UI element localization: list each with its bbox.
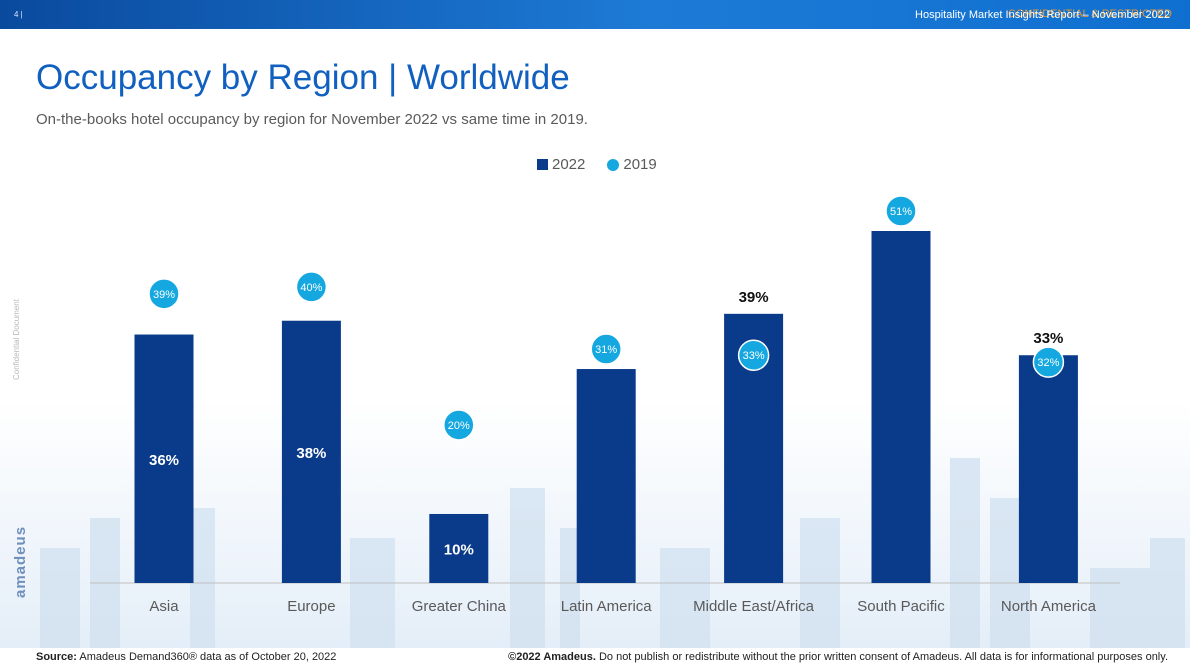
marker-label-2019-latin-america: 31% [595, 344, 617, 356]
copyright-text: Do not publish or redistribute without t… [598, 651, 1168, 663]
copyright-note: ©2022 Amadeus. Do not publish or redistr… [508, 651, 1168, 663]
bar-label-2022-greater-china: 10% [444, 541, 474, 558]
marker-2019-middle-east-africa [737, 339, 770, 371]
marker-label-2019-north-america: 32% [1037, 357, 1059, 369]
marker-2019-north-america [1032, 346, 1065, 378]
bar-2022-north-america [1018, 355, 1078, 583]
confidential-label: CONFIDENTIAL & RESTRICTED [1008, 8, 1172, 20]
bar-2022-asia [134, 334, 194, 583]
bar-label-2022-north-america: 33% [1033, 330, 1063, 347]
page-number: 4 | [14, 10, 23, 19]
bar-label-2022-europe: 38% [296, 445, 326, 462]
marker-2019-europe [295, 271, 328, 303]
source-note: Source: Amadeus Demand360® data as of Oc… [36, 651, 336, 663]
category-label-north-america: North America [1001, 598, 1097, 615]
bar-label-2022-asia: 36% [149, 452, 179, 469]
marker-2019-latin-america [590, 333, 622, 365]
bar-2022-europe [281, 320, 341, 583]
report-label: Hospitality Market Insights Report – Nov… [915, 9, 1170, 21]
marker-label-2019-greater-china: 20% [448, 420, 470, 432]
category-label-greater-china: Greater China [412, 598, 507, 615]
marker-label-2019-europe: 40% [300, 282, 322, 294]
bar-2022-south-pacific [871, 231, 931, 583]
legend-label-2022: 2022 [552, 156, 586, 173]
marker-2019-greater-china [443, 409, 475, 441]
chart-legend: 2022 2019 [537, 156, 657, 173]
marker-2019-south-pacific [885, 195, 917, 227]
source-text: Amadeus Demand360® data as of October 20… [79, 651, 337, 663]
marker-2019-asia [148, 278, 180, 310]
marker-label-2019-south-pacific: 51% [890, 206, 912, 218]
category-label-asia: Asia [149, 598, 179, 615]
copyright-bold: ©2022 Amadeus. [508, 651, 596, 663]
bar-2022-greater-china [429, 513, 489, 583]
marker-label-2019-asia: 39% [153, 289, 175, 301]
category-label-latin-america: Latin America [561, 598, 653, 615]
category-label-middle-east-africa: Middle East/Africa [693, 598, 815, 615]
page-subtitle: On-the-books hotel occupancy by region f… [36, 111, 588, 128]
category-label-europe: Europe [287, 598, 335, 615]
category-label-south-pacific: South Pacific [857, 598, 945, 615]
page-title: Occupancy by Region | Worldwide [36, 58, 570, 97]
bar-label-2022-middle-east-africa: 39% [739, 289, 769, 306]
legend-marker-2019 [607, 158, 620, 171]
legend-label-2019: 2019 [623, 156, 657, 173]
bar-2022-latin-america [576, 369, 636, 583]
marker-label-2019-middle-east-africa: 33% [743, 350, 765, 362]
source-label: Source: [36, 651, 77, 663]
legend-swatch-2022 [537, 159, 548, 170]
header-bar: 4 | CONFIDENTIAL & RESTRICTED Hospitalit… [0, 0, 1190, 29]
